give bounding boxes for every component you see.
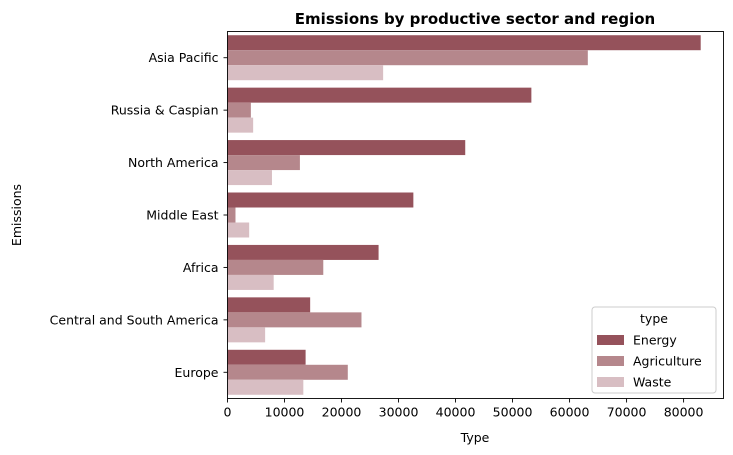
chart-title: Emissions by productive sector and regio… <box>295 10 655 28</box>
bar-russia-caspian-energy <box>227 87 532 103</box>
bar-asia-pacific-waste <box>227 65 384 81</box>
y-axis-ticks: Asia Pacific Russia & Caspian North Americ… <box>50 50 228 380</box>
x-tick-label: 40000 <box>436 405 476 420</box>
y-tick-label: North America <box>128 155 219 170</box>
x-axis-ticks: 0 10000 20000 30000 40000 50000 60000 70000 8000… <box>224 398 704 420</box>
legend-items: Energy Agriculture Waste <box>597 333 702 390</box>
y-tick-label: Middle East <box>146 208 218 223</box>
x-tick-label: 30000 <box>379 405 419 420</box>
y-tick-label: Africa <box>183 260 219 275</box>
bar-africa-waste <box>227 274 274 290</box>
legend-box <box>591 306 717 394</box>
legend-title: type <box>640 311 668 326</box>
bar-europe-waste <box>227 379 304 395</box>
bar-central-and-south-america-energy <box>227 297 311 313</box>
x-tick-label: 70000 <box>607 405 647 420</box>
bar-north-america-waste <box>227 170 272 186</box>
bar-europe-agriculture <box>227 364 348 380</box>
legend-label-energy: Energy <box>633 333 677 348</box>
legend-label-agriculture: Agriculture <box>633 354 702 369</box>
legend-swatch-waste <box>597 377 624 387</box>
bar-middle-east-agriculture <box>227 207 236 223</box>
x-tick-label: 80000 <box>664 405 704 420</box>
bar-africa-energy <box>227 244 379 260</box>
y-tick-label: Europe <box>175 365 219 380</box>
legend-label-waste: Waste <box>633 375 672 390</box>
bars-group <box>227 35 701 395</box>
x-tick-label: 60000 <box>550 405 590 420</box>
bar-europe-energy <box>227 349 306 365</box>
legend-swatch-energy <box>597 335 624 345</box>
x-tick-label: 20000 <box>322 405 362 420</box>
y-axis-label: Emissions <box>9 184 24 246</box>
y-tick-label: Russia & Caspian <box>111 103 219 118</box>
legend: type Energy Agriculture Waste <box>591 306 717 394</box>
y-tick-label: Asia Pacific <box>149 50 219 65</box>
bar-russia-caspian-waste <box>227 117 254 133</box>
bar-middle-east-waste <box>227 222 250 238</box>
legend-swatch-agriculture <box>597 356 624 366</box>
bar-africa-agriculture <box>227 259 324 275</box>
x-tick-label: 0 <box>224 405 232 420</box>
x-tick-label: 10000 <box>265 405 305 420</box>
bar-central-and-south-america-agriculture <box>227 312 362 328</box>
plot-frame <box>227 31 724 399</box>
x-tick-label: 50000 <box>493 405 533 420</box>
y-tick-label: Central and South America <box>50 312 219 327</box>
bar-middle-east-energy <box>227 192 414 208</box>
bar-north-america-agriculture <box>227 155 300 171</box>
bar-north-america-energy <box>227 140 466 156</box>
bar-asia-pacific-agriculture <box>227 50 588 66</box>
bar-russia-caspian-agriculture <box>227 102 251 118</box>
bar-asia-pacific-energy <box>227 35 701 51</box>
x-axis-label: Type <box>460 430 490 445</box>
bar-central-and-south-america-waste <box>227 327 266 343</box>
